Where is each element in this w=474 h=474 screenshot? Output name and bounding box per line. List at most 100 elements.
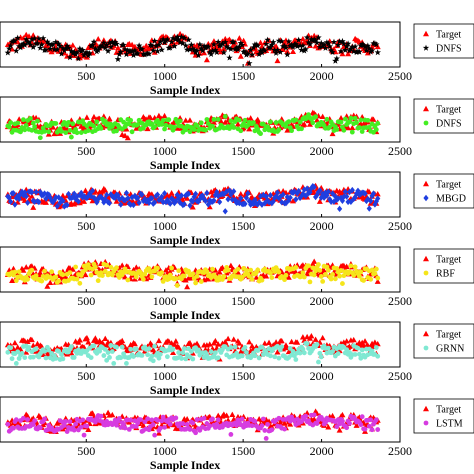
data-point: [176, 39, 184, 46]
data-point: [275, 343, 280, 349]
data-point: [56, 348, 62, 354]
x-tick-label: 500: [77, 69, 95, 83]
data-point: [144, 125, 151, 132]
data-point: [323, 39, 331, 46]
data-point: [180, 421, 186, 427]
data-point: [345, 124, 352, 131]
data-point: [222, 208, 228, 215]
legend-label: LSTM: [436, 419, 463, 430]
data-point: [215, 417, 221, 423]
data-point: [95, 36, 102, 42]
data-point: [260, 416, 266, 422]
data-point: [113, 40, 120, 47]
data-point: [206, 203, 213, 210]
data-point: [22, 355, 28, 360]
data-point: [91, 343, 97, 349]
data-point: [71, 417, 78, 423]
data-point: [255, 201, 261, 208]
data-point: [202, 44, 209, 51]
legend-label: MBGD: [436, 194, 466, 205]
data-point: [320, 278, 326, 284]
data-point: [289, 43, 297, 50]
x-tick-label: 2500: [388, 444, 412, 458]
data-point: [190, 420, 196, 426]
x-tick-label: 2500: [388, 294, 412, 308]
data-point: [302, 46, 309, 53]
data-point: [123, 189, 130, 197]
data-point: [356, 351, 362, 357]
data-point: [75, 55, 82, 62]
data-point: [203, 127, 208, 133]
data-point: [295, 36, 302, 43]
data-point: [183, 127, 189, 133]
data-point: [303, 34, 311, 41]
plot-area: [4, 182, 381, 215]
data-point: [30, 422, 36, 427]
data-point: [187, 427, 193, 432]
legend-marker: [423, 30, 429, 37]
data-point: [352, 352, 358, 357]
data-point: [13, 417, 19, 423]
data-point: [59, 129, 64, 134]
data-point: [366, 205, 372, 212]
data-point: [306, 121, 313, 127]
data-point: [182, 42, 189, 49]
data-point: [241, 48, 249, 55]
data-point: [164, 36, 171, 43]
data-point: [268, 270, 273, 276]
data-point: [329, 130, 336, 137]
data-point: [47, 45, 54, 52]
data-point: [152, 432, 158, 438]
data-point: [63, 42, 71, 49]
data-point: [356, 273, 362, 279]
data-point: [186, 117, 193, 123]
data-point: [171, 42, 178, 49]
data-point: [10, 345, 17, 352]
x-tick-label: 2500: [388, 369, 412, 383]
data-point: [225, 335, 232, 342]
data-point: [347, 119, 352, 125]
data-point: [15, 120, 21, 126]
data-point: [205, 201, 211, 208]
legend-marker: [423, 120, 429, 126]
data-point: [236, 35, 243, 41]
data-point: [59, 352, 64, 357]
data-point: [366, 423, 372, 429]
data-point: [5, 349, 11, 355]
data-point: [83, 267, 88, 273]
data-point: [317, 268, 323, 273]
data-point: [148, 42, 156, 49]
data-point: [178, 192, 185, 199]
data-point: [349, 43, 356, 50]
data-point: [160, 198, 166, 206]
data-point: [355, 187, 361, 195]
data-point: [238, 195, 244, 202]
x-axis-label: Sample Index: [150, 458, 220, 472]
x-tick-label: 500: [77, 294, 95, 308]
data-point: [159, 193, 165, 201]
data-point: [68, 349, 75, 356]
series-dnfs: [4, 33, 381, 67]
data-point: [157, 38, 164, 45]
data-point: [166, 276, 172, 282]
data-point: [47, 279, 54, 285]
data-point: [196, 41, 204, 48]
data-point: [311, 272, 317, 278]
data-point: [366, 188, 373, 195]
data-point: [14, 344, 21, 350]
data-point: [338, 119, 344, 125]
data-point: [297, 119, 303, 125]
data-point: [74, 276, 80, 282]
data-point: [11, 339, 18, 346]
data-point: [109, 411, 116, 418]
data-point: [23, 193, 29, 200]
legend-label: GRNN: [436, 344, 464, 355]
data-point: [135, 122, 141, 128]
data-point: [176, 268, 182, 274]
data-point: [181, 34, 188, 41]
data-point: [345, 198, 351, 206]
data-point: [338, 115, 345, 121]
data-point: [179, 39, 187, 47]
data-point: [323, 272, 328, 277]
data-point: [131, 340, 138, 347]
